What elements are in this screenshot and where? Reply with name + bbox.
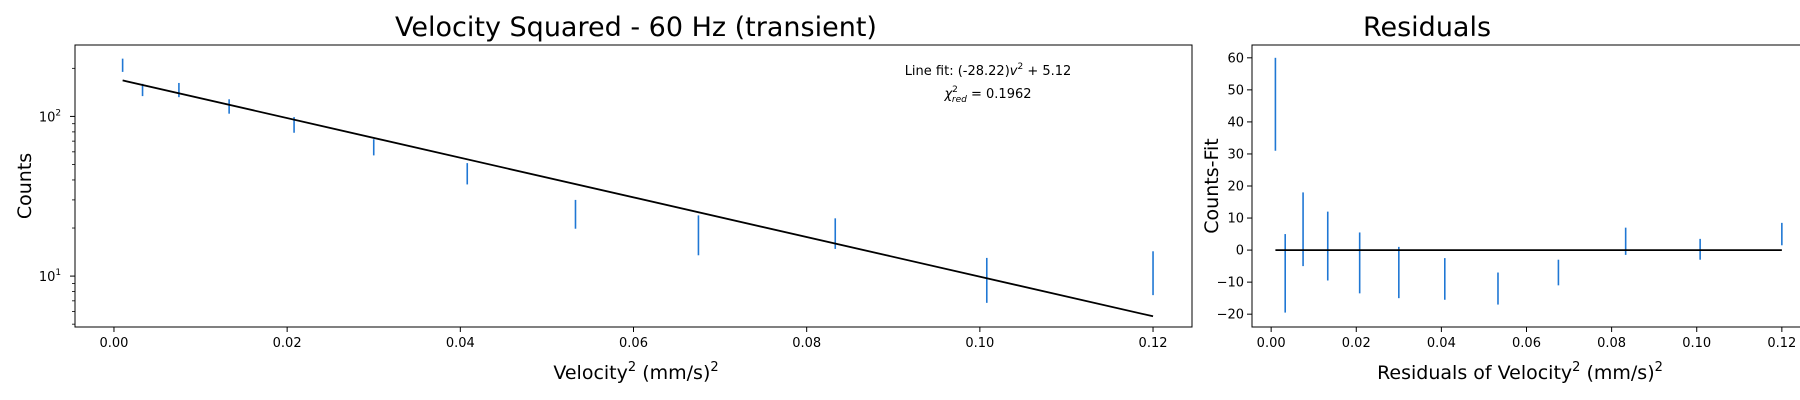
main-xtick-label: 0.00 — [99, 336, 128, 351]
residuals-ytick-label: 40 — [1227, 115, 1244, 130]
main-xtick-label: 0.06 — [619, 336, 648, 351]
main-ytick-label: 102 — [39, 108, 61, 125]
main-chart-ylabel: Counts — [14, 153, 36, 219]
residuals-ytick-label: 20 — [1227, 180, 1244, 195]
residuals-xtick-label: 0.02 — [1342, 336, 1371, 351]
residuals-ytick-label: 30 — [1227, 147, 1244, 162]
fit-equation: Line fit: (-28.22)v2 + 5.12 — [905, 62, 1072, 79]
residuals-ytick-label: −10 — [1217, 276, 1244, 291]
main-xtick-label: 0.04 — [446, 336, 475, 351]
residuals-xtick-label: 0.00 — [1257, 336, 1286, 351]
residuals-ytick-label: 50 — [1227, 83, 1244, 98]
fit-annotation: Line fit: (-28.22)v2 + 5.12 χ2 red = 0.19… — [905, 62, 1072, 105]
main-xtick-label: 0.02 — [273, 336, 302, 351]
residuals-xtick-label: 0.06 — [1512, 336, 1541, 351]
main-xtick-label: 0.10 — [965, 336, 994, 351]
main-xtick-label: 0.12 — [1139, 336, 1168, 351]
residuals-ytick-label: 60 — [1227, 51, 1244, 66]
residuals-ytick-label: −20 — [1217, 308, 1244, 323]
residuals-plot-frame — [1251, 44, 1800, 328]
fit-line — [122, 79, 1154, 318]
residuals-ytick-label: 10 — [1227, 212, 1244, 227]
main-chart-title: Velocity Squared - 60 Hz (transient) — [395, 12, 877, 43]
main-ytick-label: 101 — [39, 268, 61, 285]
main-chart-xlabel: Velocity2 (mm/s)2 — [553, 360, 718, 384]
main-chart: Velocity Squared - 60 Hz (transient) 0.0… — [14, 12, 1193, 384]
residuals-chart-xlabel: Residuals of Velocity2 (mm/s)2 — [1377, 360, 1663, 384]
residuals-xtick-label: 0.08 — [1597, 336, 1626, 351]
residuals-chart-title: Residuals — [1363, 12, 1491, 43]
residuals-xtick-label: 0.04 — [1427, 336, 1456, 351]
residuals-chart-ylabel: Counts-Fit — [1201, 138, 1223, 233]
residuals-ytick-label: 0 — [1236, 244, 1244, 259]
residuals-xtick-label: 0.10 — [1682, 336, 1711, 351]
main-xtick-label: 0.08 — [792, 336, 821, 351]
residuals-xtick-label: 0.12 — [1767, 336, 1796, 351]
residuals-chart: Residuals 0.00 0.02 0.04 0.06 0.08 0.10 0.12 −… — [1201, 12, 1800, 384]
reduced-chi-squared: χ2 red = 0.1962 — [943, 85, 1031, 105]
